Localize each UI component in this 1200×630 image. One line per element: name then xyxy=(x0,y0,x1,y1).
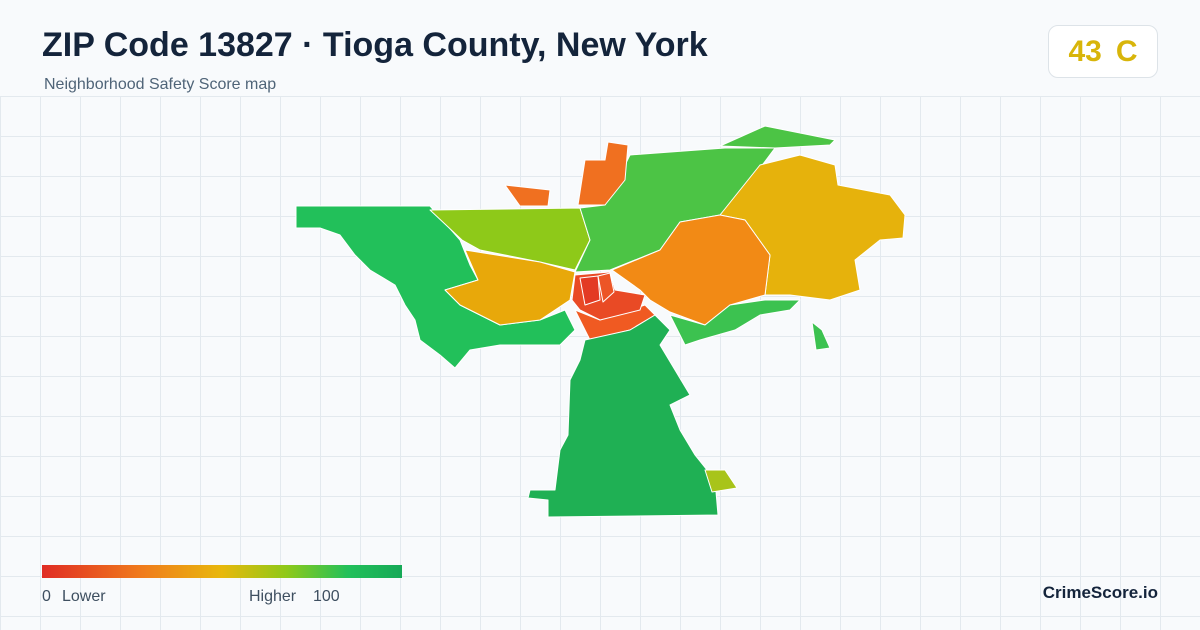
region xyxy=(669,299,801,346)
region xyxy=(579,275,601,306)
region xyxy=(719,125,836,149)
legend-max: 100 xyxy=(313,588,340,605)
legend-gradient xyxy=(42,565,402,578)
title: ZIP Code 13827 · Tioga County, New York xyxy=(42,26,708,64)
subtitle: Neighborhood Safety Score map xyxy=(44,76,277,93)
grade: C xyxy=(1115,34,1138,68)
region xyxy=(444,249,576,326)
legend-min: 0 xyxy=(42,588,51,605)
region xyxy=(577,141,629,206)
brand: CrimeScore.io xyxy=(1042,583,1158,602)
region xyxy=(811,321,831,351)
legend-low-label: Lower xyxy=(62,588,106,605)
score-badge: 43 C xyxy=(1048,25,1158,78)
header-background xyxy=(0,0,1200,96)
region xyxy=(597,272,615,303)
legend-high-label: Higher xyxy=(249,588,297,605)
region xyxy=(704,469,738,493)
score: 43 xyxy=(1068,34,1102,68)
region xyxy=(527,314,719,518)
region xyxy=(611,214,771,326)
region xyxy=(504,184,551,207)
